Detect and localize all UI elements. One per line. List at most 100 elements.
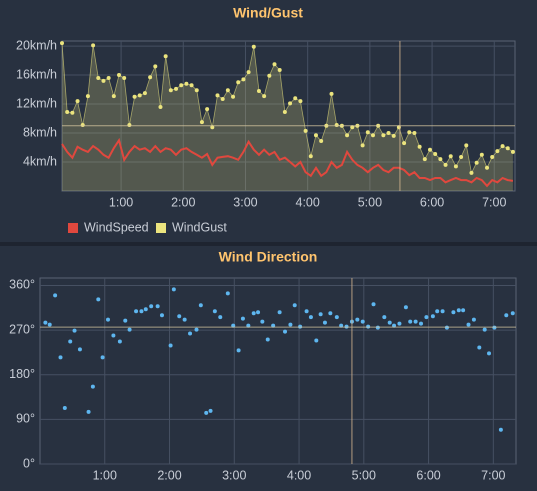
data-point (158, 104, 163, 109)
data-point (148, 75, 153, 80)
data-point (381, 133, 386, 138)
data-point (440, 309, 445, 314)
data-point (155, 304, 160, 309)
data-point (277, 310, 282, 315)
data-point (153, 64, 158, 69)
data-point (328, 311, 333, 316)
data-point (139, 309, 144, 314)
data-point (510, 311, 515, 316)
data-point (246, 70, 251, 75)
data-point (471, 317, 476, 322)
data-point (123, 318, 128, 323)
data-point (464, 143, 469, 148)
data-point (177, 314, 182, 319)
data-point (68, 339, 73, 344)
data-point (319, 139, 324, 143)
data-point (262, 94, 267, 99)
data-point (117, 73, 122, 78)
data-point (293, 96, 298, 101)
y-tick-label: 8km/h (23, 125, 57, 139)
data-point (365, 130, 370, 135)
data-point (260, 319, 265, 324)
data-point (510, 149, 515, 154)
data-point (408, 319, 413, 324)
y-tick-label: 0° (23, 456, 35, 470)
data-point (184, 81, 189, 86)
y-tick-label: 180° (9, 367, 35, 381)
x-tick-label: 1:00 (109, 195, 133, 209)
y-tick-label: 270° (9, 322, 35, 336)
data-point (422, 157, 427, 162)
x-tick-label: 6:00 (420, 195, 444, 209)
data-point (500, 144, 505, 149)
data-point (303, 128, 308, 133)
data-point (111, 94, 116, 99)
data-point (397, 321, 402, 326)
data-point (90, 384, 95, 389)
data-point (53, 293, 58, 298)
data-point (407, 130, 412, 135)
x-tick-label: 7:00 (482, 195, 506, 209)
data-point (251, 44, 256, 49)
x-tick-label: 4:00 (296, 195, 320, 209)
legend-swatch (156, 223, 166, 233)
data-point (100, 355, 105, 360)
data-point (85, 94, 90, 99)
y-tick-label: 20km/h (16, 38, 57, 52)
data-point (91, 43, 96, 48)
data-point (231, 94, 236, 99)
data-point (461, 308, 466, 313)
data-point (371, 302, 376, 307)
x-tick-label: 6:00 (416, 468, 440, 482)
data-point (236, 80, 241, 85)
plot-area (61, 40, 516, 192)
data-point (456, 308, 461, 313)
data-point (122, 75, 127, 80)
data-point (314, 338, 319, 343)
data-point (451, 310, 456, 315)
data-point (504, 313, 509, 318)
panel-title: Wind/Gust (233, 5, 303, 21)
data-point (241, 77, 246, 82)
data-point (220, 96, 225, 101)
data-point (334, 123, 339, 128)
data-point (360, 319, 365, 324)
data-point (360, 143, 365, 148)
data-point (417, 144, 422, 149)
data-point (96, 297, 101, 302)
data-point (345, 133, 350, 138)
y-tick-label: 12km/h (16, 96, 57, 110)
x-tick-label: 3:00 (233, 195, 257, 209)
data-point (443, 162, 448, 167)
data-point (403, 305, 408, 310)
data-point (47, 322, 52, 327)
data-point (387, 320, 392, 325)
data-point (225, 291, 230, 296)
data-point (159, 313, 164, 318)
data-point (453, 164, 458, 169)
data-point (149, 304, 154, 309)
data-point (106, 75, 111, 80)
data-point (194, 88, 199, 93)
data-point (205, 107, 210, 112)
data-point (168, 343, 173, 348)
data-point (424, 315, 429, 320)
data-point (189, 83, 194, 88)
y-tick-label: 4km/h (23, 154, 57, 168)
data-point (134, 309, 139, 314)
x-tick-label: 2:00 (157, 468, 181, 482)
data-point (137, 93, 142, 98)
data-point (308, 154, 313, 159)
data-point (72, 328, 77, 333)
data-point (194, 327, 199, 332)
panel (0, 0, 537, 242)
data-point (438, 157, 443, 162)
data-point (474, 160, 479, 165)
data-point (251, 311, 256, 316)
data-point (413, 319, 418, 324)
x-tick-label: 7:00 (481, 468, 505, 482)
data-point (329, 91, 334, 96)
data-point (198, 303, 203, 308)
data-point (80, 123, 85, 128)
y-tick-label: 90° (16, 412, 35, 426)
